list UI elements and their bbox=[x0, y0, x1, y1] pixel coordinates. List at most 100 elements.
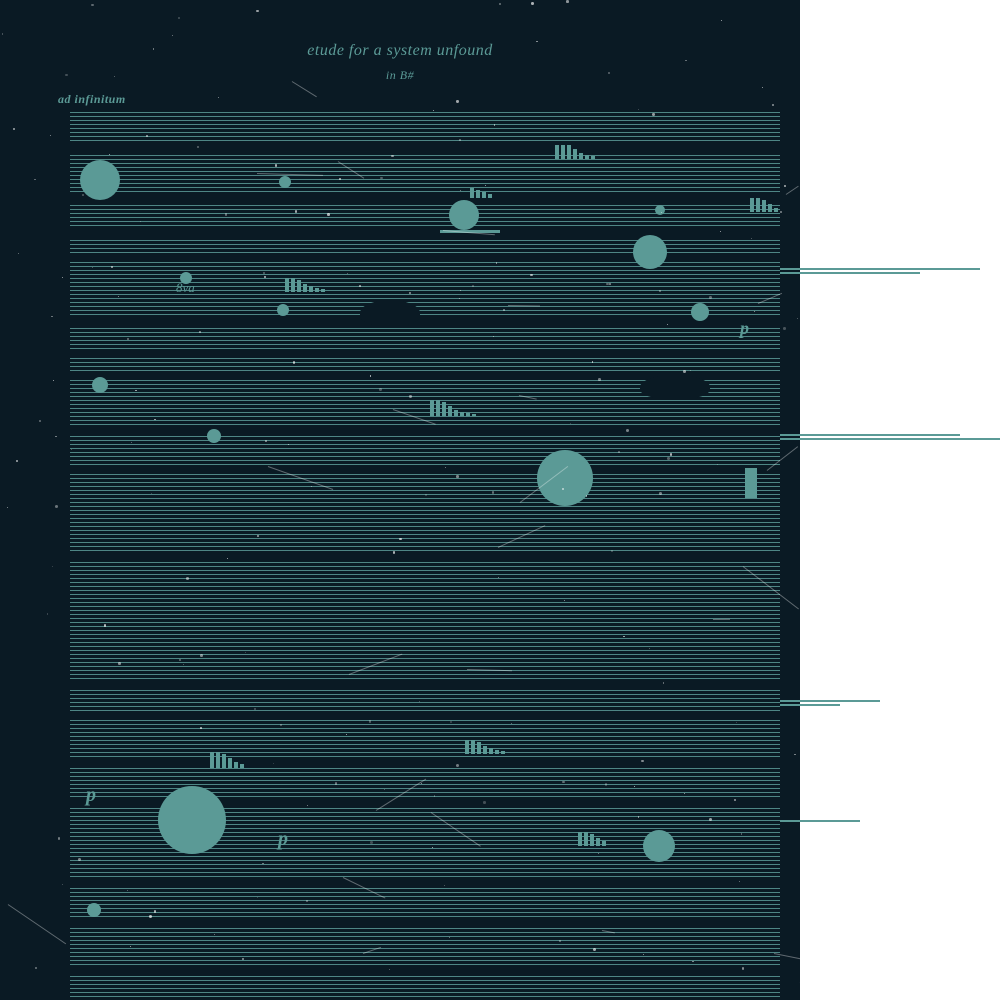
staff-line bbox=[70, 892, 780, 893]
overflow-line bbox=[780, 434, 960, 436]
staff-line bbox=[70, 602, 780, 603]
staff-line bbox=[70, 440, 780, 441]
staff-line bbox=[70, 860, 780, 861]
note-head bbox=[87, 903, 101, 917]
staff-line bbox=[70, 452, 780, 453]
staff-line bbox=[70, 183, 780, 184]
beam-group bbox=[430, 400, 476, 416]
staff-line bbox=[70, 984, 780, 985]
staff-line bbox=[70, 606, 780, 607]
beam-group bbox=[210, 752, 244, 768]
staff-line bbox=[70, 412, 780, 413]
staff-line bbox=[70, 654, 780, 655]
note-head bbox=[92, 377, 108, 393]
staff-line bbox=[70, 448, 780, 449]
staff-line bbox=[70, 310, 780, 311]
staff-line bbox=[70, 876, 780, 877]
staff-line bbox=[70, 940, 780, 941]
staff-line bbox=[70, 262, 780, 263]
background bbox=[0, 0, 800, 1000]
staff-line bbox=[70, 614, 780, 615]
dynamic-marking: p bbox=[86, 784, 96, 807]
staff-line bbox=[70, 590, 780, 591]
staff-line bbox=[70, 928, 780, 929]
staff-line bbox=[70, 518, 780, 519]
staff-line bbox=[70, 124, 780, 125]
staff-line bbox=[70, 404, 780, 405]
staff-line bbox=[70, 358, 780, 359]
staff-line bbox=[70, 900, 780, 901]
staff-line bbox=[70, 960, 780, 961]
score-canvas: etude for a system unfound in B# ad infi… bbox=[0, 0, 800, 1000]
staff-line bbox=[70, 474, 780, 475]
staff-line bbox=[70, 868, 780, 869]
staff-line bbox=[70, 478, 780, 479]
staff-line bbox=[70, 498, 780, 499]
staff-line bbox=[70, 952, 780, 953]
staff-line bbox=[70, 756, 780, 757]
staff-line bbox=[70, 626, 780, 627]
staff-line bbox=[70, 912, 780, 913]
staff-line bbox=[70, 586, 780, 587]
staff-line bbox=[70, 112, 780, 113]
overflow-line bbox=[780, 272, 920, 274]
staff-line bbox=[70, 416, 780, 417]
overflow-line bbox=[780, 268, 980, 270]
staff-line bbox=[70, 956, 780, 957]
staff-line bbox=[70, 213, 780, 214]
tempo-marking: ad infinitum bbox=[58, 92, 126, 107]
note-head bbox=[449, 200, 479, 230]
staff-line bbox=[70, 646, 780, 647]
staff-line bbox=[70, 728, 780, 729]
dynamic-marking: p bbox=[278, 828, 288, 851]
staff-line bbox=[70, 444, 780, 445]
staff-line bbox=[70, 622, 780, 623]
staff-line bbox=[70, 225, 780, 226]
staff-line bbox=[70, 896, 780, 897]
staff-line bbox=[70, 702, 780, 703]
staff-line bbox=[70, 936, 780, 937]
staff-line bbox=[70, 328, 780, 329]
staff-line bbox=[70, 278, 780, 279]
staff-line bbox=[70, 996, 780, 997]
staff-line bbox=[70, 116, 780, 117]
staff-line bbox=[70, 582, 780, 583]
staff-line bbox=[70, 888, 780, 889]
staff-line bbox=[70, 916, 780, 917]
staff-line bbox=[70, 163, 780, 164]
beam-group bbox=[465, 740, 505, 754]
staff-line bbox=[70, 864, 780, 865]
staff-line bbox=[70, 736, 780, 737]
staff-line bbox=[70, 650, 780, 651]
staff-line bbox=[70, 244, 780, 245]
note-head bbox=[537, 450, 593, 506]
staff-line bbox=[70, 964, 780, 965]
piece-title: etude for a system unfound bbox=[0, 42, 800, 60]
staff-line bbox=[70, 340, 780, 341]
staff-line bbox=[70, 159, 780, 160]
beam-group bbox=[750, 198, 778, 212]
staff-line bbox=[70, 610, 780, 611]
staff-line bbox=[70, 217, 780, 218]
staff-line bbox=[70, 348, 780, 349]
staff-line bbox=[70, 948, 780, 949]
staff-line bbox=[70, 298, 780, 299]
staff-line bbox=[70, 370, 780, 371]
note-head bbox=[643, 830, 675, 862]
staff-line bbox=[70, 594, 780, 595]
staff-line bbox=[70, 980, 780, 981]
staff-line bbox=[70, 456, 780, 457]
staff-line bbox=[70, 136, 780, 137]
staff-line bbox=[70, 179, 780, 180]
staff-line bbox=[70, 128, 780, 129]
rest-blob bbox=[640, 375, 710, 399]
staff-line bbox=[70, 578, 780, 579]
staff-line bbox=[70, 634, 780, 635]
staff-line bbox=[70, 314, 780, 315]
staff-line bbox=[70, 908, 780, 909]
staff-line bbox=[70, 706, 780, 707]
staff-line bbox=[70, 740, 780, 741]
staff-line bbox=[70, 674, 780, 675]
staff-line bbox=[70, 221, 780, 222]
staff-line bbox=[70, 274, 780, 275]
